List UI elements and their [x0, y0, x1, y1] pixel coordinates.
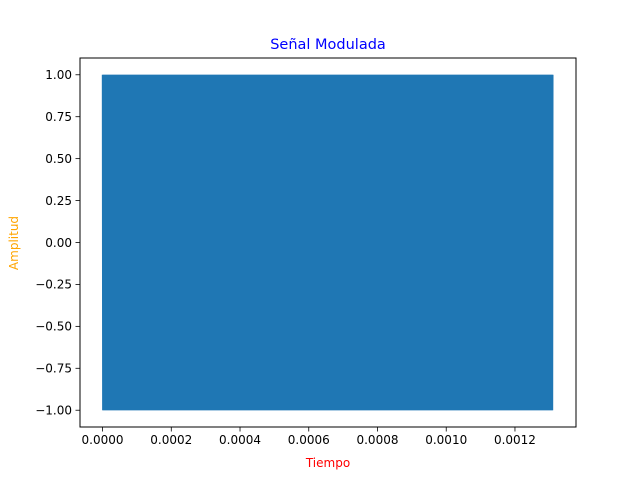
y-tick-layer: −1.00 −0.75 −0.50 −0.25 0.00 0.25 0.50 0.75 1.00	[35, 68, 80, 418]
x-tick-label: 0.0000	[82, 433, 124, 447]
chart-title: Señal Modulada	[270, 37, 386, 53]
x-tick-label: 0.0008	[356, 433, 398, 447]
series-layer	[101, 74, 554, 411]
y-tick-label: 0.75	[45, 110, 72, 124]
x-tick-label: 0.0012	[494, 433, 536, 447]
y-tick-label: −0.75	[35, 362, 72, 376]
x-tick-label: 0.0004	[219, 433, 261, 447]
y-tick-label: −0.25	[35, 278, 72, 292]
x-tick-layer: 0.0000 0.0002 0.0004 0.0006 0.0008 0.0010 0.00…	[82, 427, 536, 447]
x-tick-label: 0.0006	[288, 433, 330, 447]
signal-line	[101, 74, 554, 411]
x-tick-label: 0.0002	[150, 433, 192, 447]
y-tick-label: 0.50	[45, 152, 72, 166]
y-tick-label: −1.00	[35, 404, 72, 418]
y-tick-label: 0.00	[45, 236, 72, 250]
x-tick-label: 0.0010	[425, 433, 467, 447]
y-axis-label: Amplitud	[7, 216, 21, 270]
y-tick-label: 0.25	[45, 194, 72, 208]
x-axis-label: Tiempo	[305, 456, 350, 470]
y-tick-label: 1.00	[45, 68, 72, 82]
y-tick-label: −0.50	[35, 320, 72, 334]
